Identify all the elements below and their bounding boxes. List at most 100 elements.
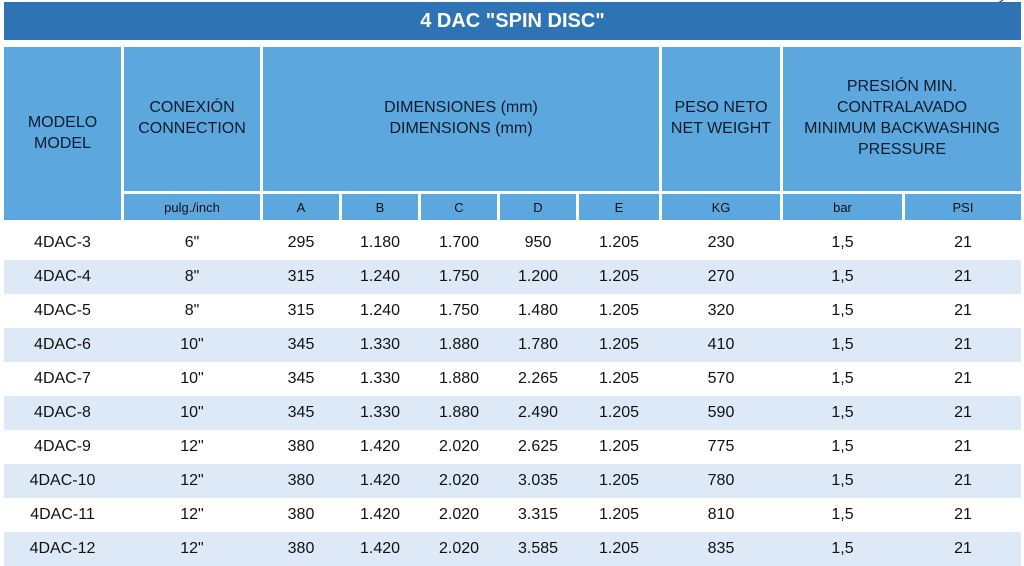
cell-dim-c: 1.880 [438,370,480,387]
cell-dim-c: 2.020 [438,506,480,523]
cell-weight-kg: 570 [707,370,735,387]
cell-dim-d: 3.315 [517,506,559,523]
cell-connection: 12" [180,472,204,489]
cell-dim-a: 380 [287,506,315,523]
table-row: 4DAC-12 12" 380 1.420 2.020 3.585 1.205 835 1,5 2… [4,532,1021,566]
subheader-kg: KG [662,194,780,220]
cell-pressure-psi: 21 [954,336,972,353]
cell-weight-kg: 590 [707,404,735,421]
cell-pressure-psi: 21 [954,302,972,319]
header-peso: PESO NETO NET WEIGHT [662,47,780,191]
cell-dim-c: 2.020 [438,472,480,489]
cell-weight-kg: 810 [707,506,735,523]
cell-dim-c: 1.750 [438,268,480,285]
cell-dim-e: 1.205 [598,472,640,489]
cell-model: 4DAC-9 [34,438,91,455]
cell-connection: 8" [184,268,200,285]
cell-dim-a: 295 [287,234,315,251]
cell-dim-e: 1.205 [598,540,640,557]
cell-model: 4DAC-8 [34,404,91,421]
cell-dim-a: 315 [287,268,315,285]
cell-model: 4DAC-7 [34,370,91,387]
cell-pressure-psi: 21 [954,370,972,387]
cell-connection: 10" [180,370,204,387]
cell-pressure-bar: 1,5 [831,336,854,353]
cell-dim-b: 1.330 [359,370,401,387]
cell-weight-kg: 775 [707,438,735,455]
subheader-b: B [342,194,418,220]
cell-connection: 10" [180,336,204,353]
cell-dim-e: 1.205 [598,438,640,455]
cell-weight-kg: 320 [707,302,735,319]
cell-dim-a: 345 [287,370,315,387]
cell-model: 4DAC-6 [34,336,91,353]
cell-weight-kg: 780 [707,472,735,489]
cell-dim-b: 1.180 [359,234,401,251]
cell-dim-d: 3.585 [517,540,559,557]
cell-connection: 12" [180,540,204,557]
cell-pressure-bar: 1,5 [831,438,854,455]
cell-dim-b: 1.420 [359,506,401,523]
header-modelo: MODELO MODEL [4,47,121,220]
cell-pressure-psi: 21 [954,506,972,523]
cell-pressure-psi: 21 [954,438,972,455]
cell-dim-e: 1.205 [598,370,640,387]
table-row: 4DAC-7 10" 345 1.330 1.880 2.265 1.205 570 1,5 21 [4,362,1021,396]
cell-pressure-psi: 21 [954,472,972,489]
cell-dim-a: 380 [287,540,315,557]
cell-dim-c: 1.700 [438,234,480,251]
cell-dim-b: 1.330 [359,404,401,421]
header-presion: PRESIÓN MIN. CONTRALAVADO MINIMUM BACKWAS… [783,47,1021,191]
cell-dim-b: 1.240 [359,268,401,285]
cell-dim-c: 2.020 [438,438,480,455]
cell-pressure-bar: 1,5 [831,506,854,523]
cell-dim-b: 1.420 [359,472,401,489]
header-conexion: CONEXIÓN CONNECTION [124,47,260,191]
cell-weight-kg: 410 [707,336,735,353]
cell-dim-e: 1.205 [598,268,640,285]
cell-model: 4DAC-11 [30,506,95,523]
cell-connection: 12" [180,506,204,523]
cell-pressure-bar: 1,5 [831,234,854,251]
cell-pressure-bar: 1,5 [831,472,854,489]
cell-model: 4DAC-4 [34,268,91,285]
cell-weight-kg: 835 [707,540,735,557]
cell-dim-b: 1.420 [359,438,401,455]
cell-dim-d: 1.480 [517,302,559,319]
cell-pressure-psi: 21 [954,540,972,557]
cell-pressure-bar: 1,5 [831,370,854,387]
cell-dim-d: 2.625 [517,438,559,455]
cell-dim-c: 2.020 [438,540,480,557]
cell-model: 4DAC-5 [34,302,91,319]
table-row: 4DAC-8 10" 345 1.330 1.880 2.490 1.205 590 1,5 21 [4,396,1021,430]
cell-pressure-bar: 1,5 [831,404,854,421]
cell-dim-d: 1.200 [517,268,559,285]
cell-dim-e: 1.205 [598,404,640,421]
subheader-psi: PSI [905,194,1021,220]
cell-dim-a: 345 [287,336,315,353]
cell-dim-d: 2.490 [517,404,559,421]
cell-dim-a: 345 [287,404,315,421]
cell-dim-b: 1.330 [359,336,401,353]
cell-dim-c: 1.880 [438,336,480,353]
subheader-d: D [500,194,576,220]
cell-connection: 8" [184,302,200,319]
cell-pressure-psi: 21 [954,268,972,285]
table-row: 4DAC-4 8" 315 1.240 1.750 1.200 1.205 270 1,5 21 [4,260,1021,294]
cell-dim-e: 1.205 [598,506,640,523]
cell-dim-d: 2.265 [517,370,559,387]
cell-model: 4DAC-3 [34,234,91,251]
cell-weight-kg: 230 [707,234,735,251]
table-row: 4DAC-9 12" 380 1.420 2.020 2.625 1.205 775 1,5 21 [4,430,1021,464]
cell-pressure-bar: 1,5 [831,268,854,285]
table-row: 4DAC-11 12" 380 1.420 2.020 3.315 1.205 810 1,5 2… [4,498,1021,532]
cell-dim-b: 1.240 [359,302,401,319]
cell-model: 4DAC-12 [29,540,96,557]
cell-dim-a: 380 [287,472,315,489]
cell-dim-d: 3.035 [517,472,559,489]
cell-pressure-bar: 1,5 [831,540,854,557]
cell-weight-kg: 270 [707,268,735,285]
cell-dim-c: 1.880 [438,404,480,421]
table-row: 4DAC-5 8" 315 1.240 1.750 1.480 1.205 320 1,5 21 [4,294,1021,328]
cell-dim-d: 1.780 [517,336,559,353]
